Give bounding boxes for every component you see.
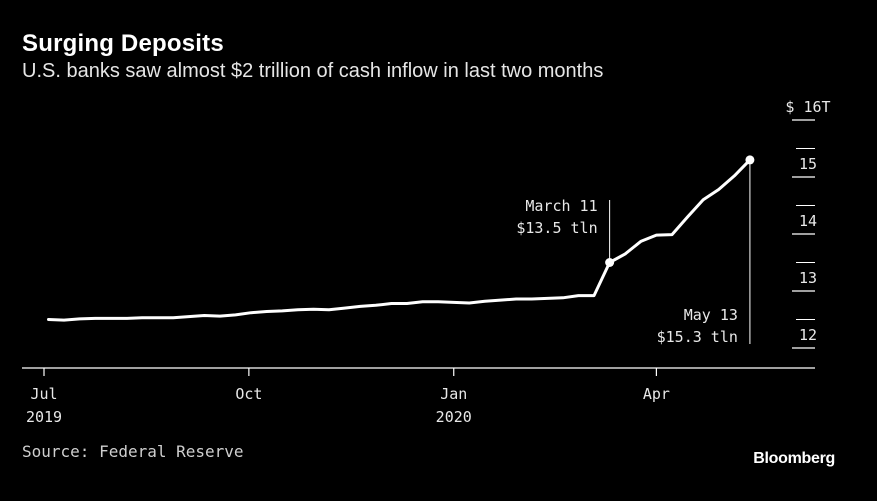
x-axis: Jul 2019 Oct Jan 2020 Apr bbox=[22, 367, 815, 426]
x-tick-label: Jul bbox=[30, 385, 57, 403]
annotation-dot bbox=[605, 258, 615, 267]
annotations: March 11 $13.5 tln May 13 $15.3 tln bbox=[516, 155, 755, 346]
y-tick-label: $ 16T bbox=[785, 98, 830, 116]
y-tick-label: 13 bbox=[799, 269, 817, 287]
annotation-dot bbox=[745, 155, 755, 165]
y-axis: $ 16T 15 14 13 12 bbox=[785, 98, 831, 349]
chart-title: Surging Deposits bbox=[22, 30, 224, 57]
x-tick-label: Apr bbox=[643, 385, 670, 403]
annotation-label: May 13 bbox=[684, 306, 738, 324]
deposits-line bbox=[47, 158, 752, 322]
source-note: Source: Federal Reserve bbox=[22, 442, 244, 461]
x-tick-year: 2020 bbox=[436, 408, 472, 426]
y-tick-label: 15 bbox=[799, 155, 817, 173]
series-lines bbox=[47, 158, 752, 322]
x-tick-label: Jan bbox=[440, 385, 467, 403]
annotation-value: $15.3 tln bbox=[657, 328, 738, 346]
y-tick-label: 14 bbox=[799, 212, 817, 230]
annotation-value: $13.5 tln bbox=[516, 219, 597, 237]
bloomberg-logo: Bloomberg bbox=[753, 450, 835, 467]
annotation-label: March 11 bbox=[525, 197, 597, 215]
y-tick-label: 12 bbox=[799, 326, 817, 344]
x-tick-year: 2019 bbox=[26, 408, 62, 426]
chart-subtitle: U.S. banks saw almost $2 trillion of cas… bbox=[22, 60, 604, 82]
x-tick-label: Oct bbox=[235, 385, 262, 403]
